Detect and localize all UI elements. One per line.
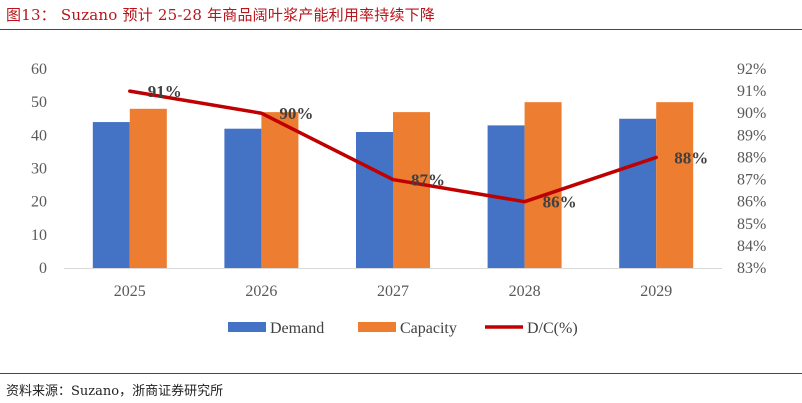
dc-data-label: 88% [674,148,708,167]
x-tick-label: 2026 [245,283,277,300]
bar-capacity [129,108,167,268]
y2-tick-label: 91% [737,83,766,100]
y2-tick-label: 90% [737,105,766,122]
dc-line [128,89,658,204]
y-tick-label: 30 [31,161,47,178]
legend-demand-swatch [228,322,266,332]
dc-data-label: 86% [543,193,577,212]
y2-tick-label: 87% [737,172,766,189]
y2-tick-label: 89% [737,127,766,144]
y-tick-label: 40 [31,127,47,144]
y-tick-label: 50 [31,94,47,111]
y2-tick-label: 84% [737,238,766,255]
legend-capacity-swatch [358,322,396,332]
bar-capacity [656,102,694,269]
x-tick-label: 2027 [377,283,409,300]
y2-tick-label: 85% [737,216,766,233]
bar-demand [224,128,262,268]
bar-demand [356,132,393,268]
figure-title: 图13： Suzano 预计 25-28 年商品阔叶浆产能利用率持续下降 [6,6,436,24]
y2-tick-label: 83% [737,260,766,277]
y-tick-label: 10 [31,227,47,244]
dc-data-label: 91% [148,82,182,101]
x-tick-label: 2028 [509,283,541,300]
bar-capacity [524,102,562,269]
source-divider [0,373,802,374]
y2-tick-label: 92% [737,61,766,78]
bar-capacity [393,112,430,268]
title-divider [0,29,802,30]
bar-demand [619,118,657,268]
x-tick-label: 2025 [114,283,146,300]
legend-capacity-label: Capacity [400,320,457,337]
y2-tick-label: 86% [737,194,766,211]
bar-demand [92,122,130,268]
x-tick-label: 2029 [640,283,672,300]
source-note: 资料来源：Suzano，浙商证券研究所 [6,384,224,399]
dc-data-label: 87% [411,171,445,190]
bar-capacity [261,112,299,268]
legend-dc-label: D/C(%) [527,320,578,337]
y2-tick-label: 88% [737,149,766,166]
legend-demand-label: Demand [270,320,324,337]
y-tick-label: 0 [39,260,47,277]
y-tick-label: 60 [31,61,47,78]
y-tick-label: 20 [31,194,47,211]
dc-data-label: 90% [279,104,313,123]
